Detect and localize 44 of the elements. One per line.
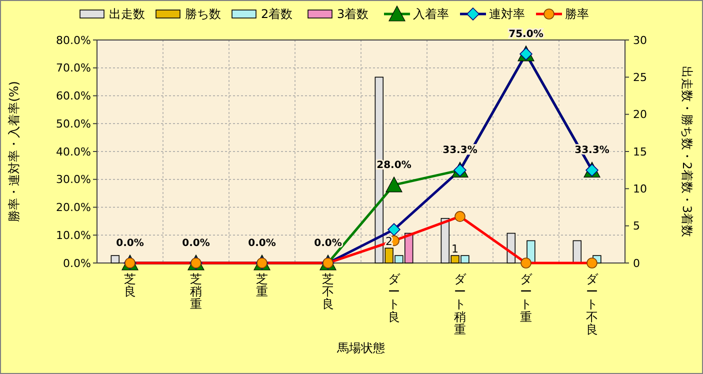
legend-label: 連対率 [489,7,525,22]
data-label: 0.0% [182,238,210,249]
x-axis-title: 馬場状態 [336,341,385,355]
x-tick-label: 芝良 [124,272,136,299]
y-tick-label: 50.0% [56,117,91,130]
y-axis-title: 勝率・連対率・入着率(%) [7,81,21,222]
y2-tick-label: 0 [633,256,640,270]
y-tick-label: 0.0% [63,256,91,270]
x-tick-label: ダート不良 [586,272,599,336]
y-tick-label: 40.0% [56,145,91,158]
x-tick-label: ダート重 [520,272,533,324]
bar [572,240,582,264]
data-label: 0.0% [248,238,276,249]
x-tick-label: ダート稍重 [454,272,467,336]
y2-tick-label: 10 [633,182,647,196]
y2-tick-label: 30 [633,34,647,47]
x-tick-label: ダート良 [388,272,401,324]
y2-axis-title: 出走数・勝ち数・2着数・3着数 [680,66,694,238]
y-tick-label: 60.0% [56,90,91,103]
legend-label: 3着数 [337,7,369,22]
y2-tick-label: 20 [633,108,647,122]
bar [110,255,120,264]
legend-label: 勝ち数 [185,7,221,22]
data-label: 0.0% [116,238,144,249]
x-tick-label: 芝重 [256,272,268,299]
y-tick-label: 80.0% [56,34,91,47]
x-tick-label: 芝稍重 [190,272,202,312]
y-tick-label: 20.0% [56,201,91,214]
y-tick-label: 30.0% [56,173,91,186]
data-label: 0.0% [314,238,342,249]
point [388,223,400,236]
data-label: 1 [452,242,459,256]
legend-label: 勝率 [565,7,589,22]
data-label: 75.0% [508,28,544,40]
point [386,176,402,192]
legend-label: 2着数 [261,7,293,22]
y2-tick-label: 5 [633,220,640,233]
legend-label: 出走数 [109,7,145,22]
y-tick-label: 10.0% [56,228,91,242]
y2-tick-label: 25 [633,71,647,84]
y-tick-label: 70.0% [56,62,91,75]
y2-tick-label: 15 [633,145,647,158]
legend-label: 入着率 [413,7,449,22]
x-tick-label: 芝不良 [322,272,334,312]
